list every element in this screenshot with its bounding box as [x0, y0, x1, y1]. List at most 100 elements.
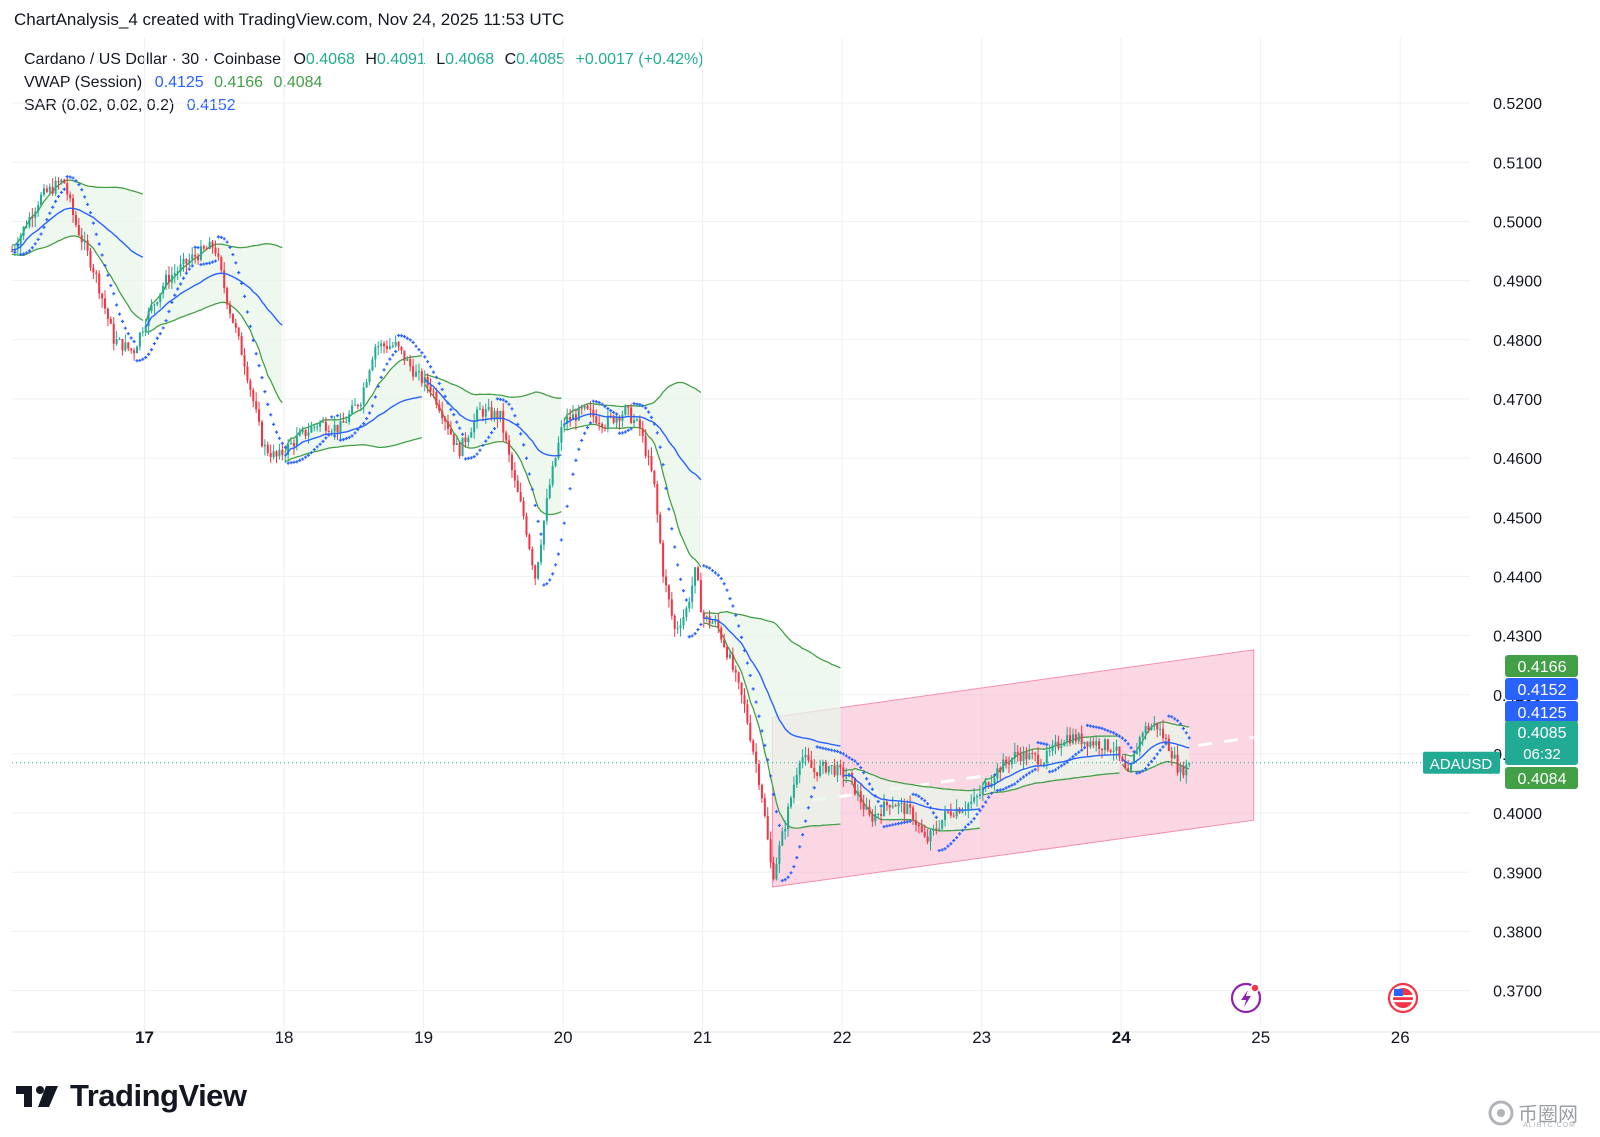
legend-vwap-row[interactable]: VWAP (Session) 0.4125 0.4166 0.4084 — [24, 71, 704, 94]
price-tick-label: 0.5000 — [1493, 214, 1542, 231]
candle-body — [1132, 754, 1136, 764]
candle — [438, 399, 441, 414]
candle-body — [1086, 741, 1089, 747]
tradingview-logo[interactable]: TradingView — [16, 1078, 247, 1114]
candle — [461, 437, 464, 457]
candle — [993, 776, 996, 791]
sar-dot — [928, 806, 933, 810]
candle — [449, 420, 452, 436]
candle-body — [327, 431, 330, 433]
price-tick-label: 0.3700 — [1493, 984, 1542, 1001]
sar-dot — [812, 786, 816, 790]
sar-dot — [396, 333, 401, 338]
candle — [542, 520, 545, 551]
candle — [118, 337, 121, 340]
sar-dot — [231, 252, 235, 257]
sar-dot — [533, 503, 537, 508]
candle-body — [1031, 753, 1034, 755]
sar-dot — [751, 687, 755, 691]
price-badge-bg — [1505, 721, 1578, 765]
sar-dot — [54, 199, 58, 204]
sar-dot — [88, 211, 93, 215]
sar-dot — [684, 598, 688, 602]
candle-body — [1016, 751, 1019, 755]
candle-body — [542, 520, 545, 545]
sar-dot — [635, 402, 639, 406]
sar-dot — [45, 217, 49, 222]
candle — [926, 829, 929, 845]
candle-body — [226, 288, 229, 305]
sar-dot — [196, 245, 200, 250]
sar-dot — [298, 458, 302, 462]
candle-body — [1069, 735, 1072, 744]
candle — [499, 410, 502, 423]
sar-dot — [1048, 770, 1052, 774]
candle-body — [792, 784, 795, 798]
sar-dot — [184, 271, 189, 275]
sar-dot — [338, 438, 343, 442]
sar-dot — [391, 353, 395, 357]
sar-dot — [995, 788, 999, 793]
legend-sar-row[interactable]: SAR (0.02, 0.02, 0.2) 0.4152 — [24, 94, 704, 117]
candle-body — [356, 404, 359, 407]
candle-body — [798, 762, 801, 775]
sar-dot — [870, 787, 874, 791]
candle — [95, 269, 98, 283]
candle-body — [173, 273, 176, 276]
sar-dot — [710, 568, 715, 573]
candle-body — [25, 226, 28, 228]
sar-dot — [36, 237, 40, 242]
candle — [403, 350, 406, 366]
us-flag-event-icon — [1387, 982, 1419, 1014]
candle-body — [1188, 762, 1191, 765]
candle-body — [615, 417, 618, 423]
sar-dot — [193, 245, 197, 249]
candle — [577, 404, 580, 422]
candles-layer — [10, 176, 1191, 881]
sar-dot — [1117, 734, 1122, 738]
candle-body — [935, 828, 938, 830]
candle-body — [266, 444, 269, 454]
candle — [1144, 721, 1147, 740]
candle-body — [560, 426, 563, 443]
candle-body — [839, 764, 842, 768]
legend-ohlc-row[interactable]: Cardano / US Dollar · 30 · Coinbase O0.4… — [24, 48, 704, 71]
candle-body — [882, 801, 886, 816]
candle — [481, 405, 484, 422]
candle-body — [290, 442, 293, 445]
candle-body — [510, 454, 513, 471]
candle — [135, 345, 139, 354]
candle — [255, 392, 258, 413]
sar-dot — [254, 352, 258, 356]
candle-body — [383, 343, 386, 347]
sar-dot — [13, 250, 17, 254]
sar-dot — [652, 422, 656, 426]
candle — [795, 767, 798, 789]
candle-body — [124, 342, 127, 351]
candle — [1095, 735, 1098, 752]
candle — [900, 797, 903, 813]
sar-dot — [920, 797, 924, 801]
candle-body — [197, 256, 200, 261]
candle-body — [1167, 738, 1170, 752]
candle — [22, 226, 25, 241]
candle-body — [1005, 759, 1008, 764]
sar-dot — [330, 415, 334, 419]
candle — [737, 671, 740, 690]
candle-body — [37, 205, 40, 212]
candle-body — [1022, 751, 1025, 762]
candle — [920, 819, 923, 833]
candle — [664, 569, 668, 593]
candle-body — [28, 216, 31, 227]
candle — [912, 805, 915, 826]
sar-dot — [219, 235, 223, 239]
candle-body — [557, 442, 560, 459]
candle — [176, 266, 179, 280]
sar-dot — [129, 336, 133, 340]
candle-body — [339, 421, 342, 433]
candle-body — [202, 246, 205, 249]
vwap-lower-band — [703, 622, 841, 829]
candle — [165, 269, 168, 290]
candle — [301, 426, 304, 435]
